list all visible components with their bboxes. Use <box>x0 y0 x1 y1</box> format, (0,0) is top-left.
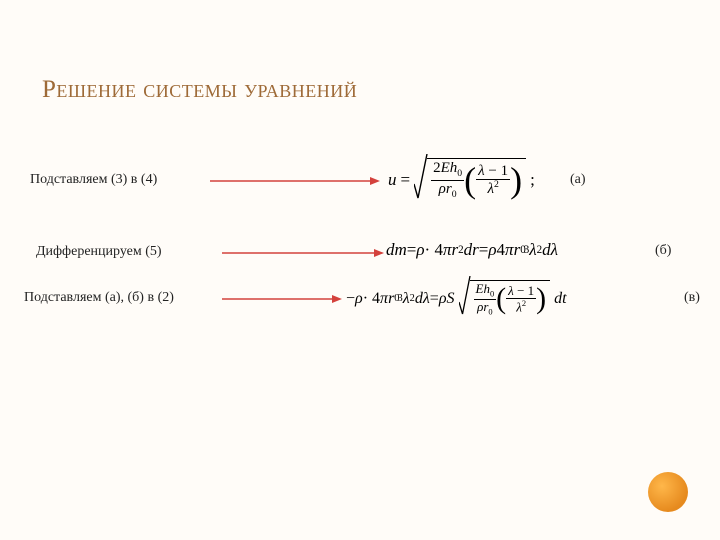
rparen-a: ) <box>510 166 522 195</box>
frac-c2: λ − 1 λ2 <box>506 284 536 315</box>
slide-title: Решение системы уравнений <box>42 76 357 104</box>
formula-b: dm = ρ · 4 π r2 dr = ρ 4 π r03 λ2 dλ <box>386 240 558 260</box>
lparen-a: ( <box>464 166 476 195</box>
ref-c: (в) <box>684 290 700 306</box>
sqrt-body-a: 2Eh0 ρr0 ( λ − 1 λ2 ) <box>427 158 526 202</box>
formula-c: − ρ · 4 π r03 λ2 dλ = ρ S Eh0 ρr0 ( λ − … <box>346 276 567 321</box>
formula-a-eq: = <box>401 170 411 190</box>
frac-a2: λ − 1 λ2 <box>476 163 510 198</box>
arrow-a <box>210 176 380 186</box>
accent-dot <box>648 472 688 512</box>
arrow-c <box>222 294 342 304</box>
frac-c1: Eh0 ρr0 <box>474 282 497 317</box>
formula-a: u = 2Eh0 ρr0 ( λ − 1 λ2 ) ; <box>388 154 535 205</box>
step-a-label-wrap: Подставляем (3) в (4) <box>30 172 157 188</box>
step-c-label-wrap: Подставляем (а), (б) в (2) <box>24 290 174 306</box>
ref-a: (а) <box>570 172 586 188</box>
step-c-label: Подставляем (а), (б) в (2) <box>24 290 174 306</box>
formula-a-trail: ; <box>530 170 535 190</box>
rparen-c: ) <box>536 287 546 311</box>
sqrt-body-c: Eh0 ρr0 ( λ − 1 λ2 ) <box>470 280 551 318</box>
lparen-c: ( <box>496 287 506 311</box>
sqrt-sign-a <box>414 154 428 205</box>
arrow-b <box>222 248 384 258</box>
ref-b: (б) <box>655 243 671 259</box>
step-b-label-wrap: Дифференцируем (5) <box>36 244 162 260</box>
step-a-label: Подставляем (3) в (4) <box>30 172 157 188</box>
step-b-label: Дифференцируем (5) <box>36 244 162 260</box>
frac-a1: 2Eh0 ρr0 <box>431 160 464 200</box>
formula-a-lhs: u <box>388 170 397 190</box>
